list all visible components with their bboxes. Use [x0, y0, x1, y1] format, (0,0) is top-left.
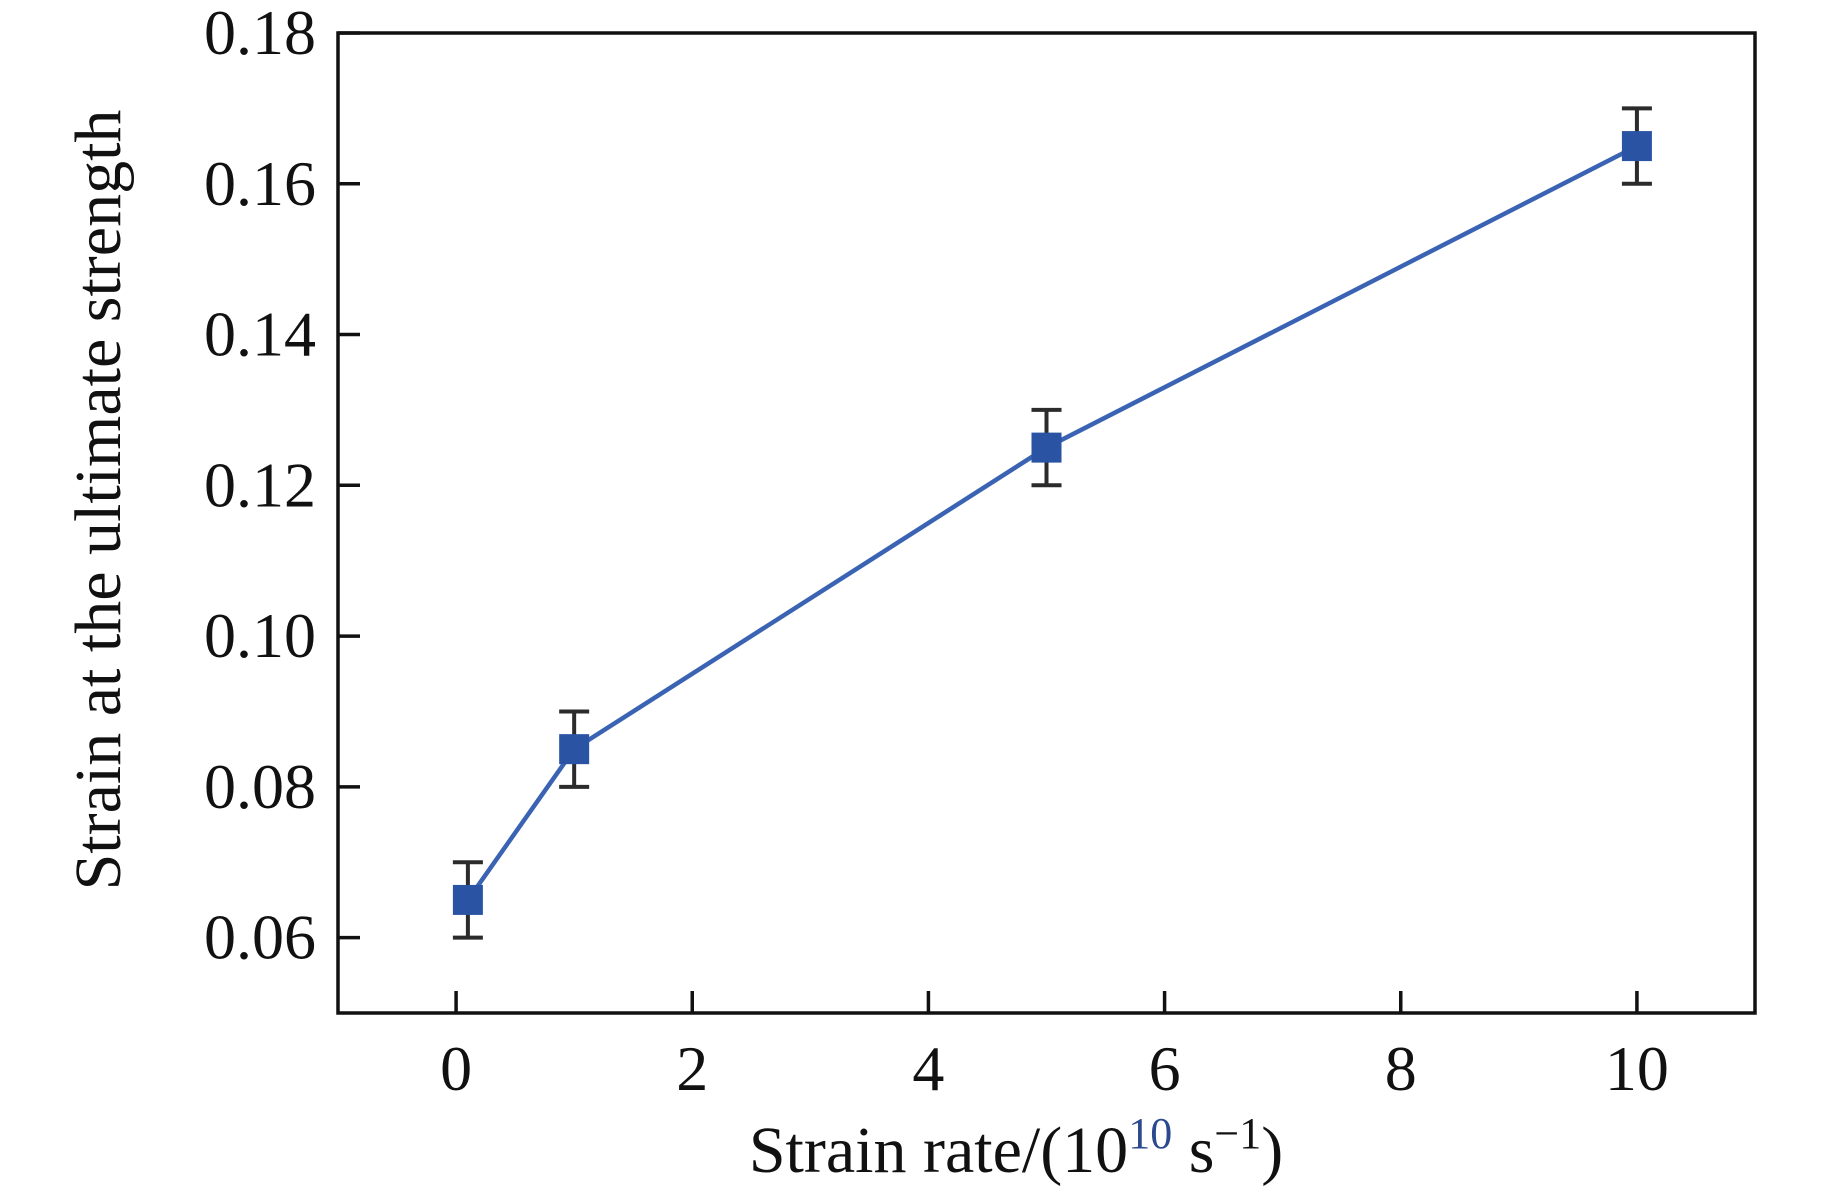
data-point-marker: [452, 884, 483, 915]
data-point-marker: [559, 734, 590, 765]
y-tick-label: 0.18: [204, 0, 316, 68]
y-tick-label: 0.14: [204, 299, 316, 370]
x-tick-label: 2: [676, 1033, 708, 1104]
x-axis-title-superscript: −1: [1214, 1109, 1261, 1158]
x-axis-title: Strain rate/(1010 s−1): [749, 1109, 1283, 1187]
x-tick-label: 4: [912, 1033, 944, 1104]
x-tick-label: 6: [1149, 1033, 1181, 1104]
y-tick-label: 0.10: [204, 600, 316, 671]
y-tick-label: 0.12: [204, 449, 316, 520]
data-point-marker: [1621, 131, 1652, 162]
y-tick-label: 0.16: [204, 148, 316, 219]
x-axis-title-part: ): [1261, 1114, 1283, 1187]
x-tick-label: 8: [1385, 1033, 1417, 1104]
x-tick-label: 0: [440, 1033, 472, 1104]
y-tick-label: 0.08: [204, 751, 316, 822]
y-tick-label: 0.06: [204, 902, 316, 973]
x-axis-title-part: Strain rate/(10: [749, 1114, 1128, 1187]
plot-border: [336, 31, 1757, 1015]
x-axis-title-superscript: 10: [1128, 1109, 1172, 1158]
y-axis-title: Strain at the ultimate strength: [62, 110, 135, 891]
data-point-marker: [1031, 432, 1062, 463]
x-tick-label: 10: [1605, 1033, 1669, 1104]
data-line: [466, 144, 1638, 902]
x-axis-title-part: s: [1172, 1114, 1214, 1187]
